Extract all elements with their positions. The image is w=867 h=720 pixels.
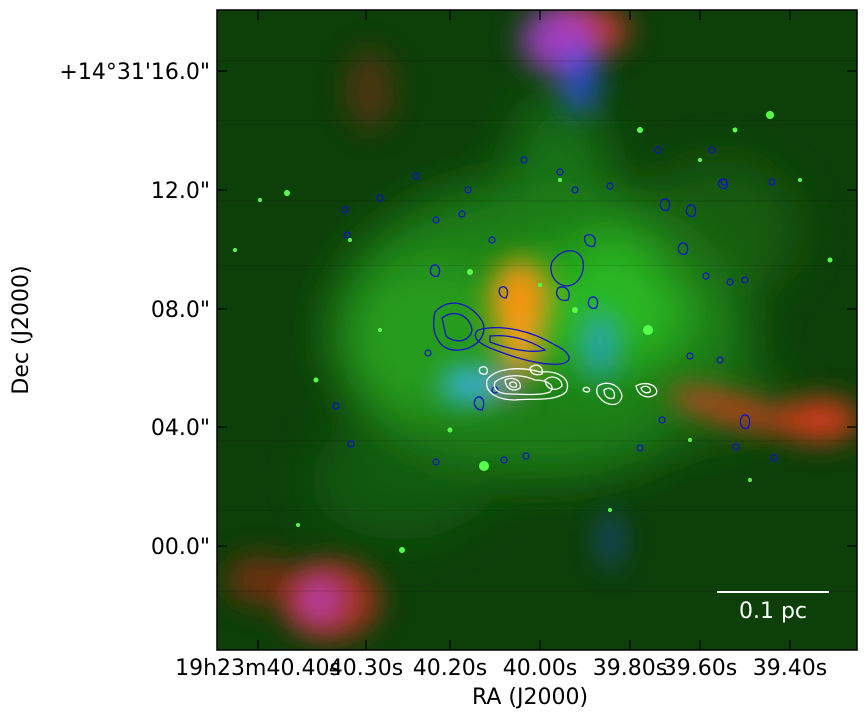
ytick-label: 12.0": [151, 179, 210, 204]
blue-contour-specks: [332, 146, 778, 466]
ticks: [217, 10, 857, 650]
xtick-label: 39.40s: [753, 656, 827, 681]
ytick-label: 00.0": [151, 535, 210, 560]
blue-contours: [429, 178, 751, 430]
ytick-label: +14°31'16.0": [59, 60, 210, 85]
xtick-label: 40.30s: [329, 656, 403, 681]
stars: [233, 111, 833, 553]
ytick-label: 04.0": [151, 416, 210, 441]
white-contours: [478, 364, 658, 406]
plot-frame: [216, 9, 858, 651]
xtick-label: 39.80s: [593, 656, 667, 681]
xtick-label: 39.60s: [663, 656, 737, 681]
xtick-label: 19h23m40.40s: [175, 656, 341, 681]
x-axis-label: RA (J2000): [472, 685, 588, 710]
xtick-label: 40.00s: [503, 656, 577, 681]
ytick-label: 08.0": [151, 298, 210, 323]
composite-image: [217, 10, 857, 650]
y-axis-label: Dec (J2000): [9, 265, 34, 394]
noise-stripes: [217, 60, 857, 592]
xtick-label: 40.20s: [413, 656, 487, 681]
blue-emission: [295, 10, 620, 625]
scale-bar-label: 0.1 pc: [739, 599, 807, 624]
green-nebula: [310, 90, 800, 540]
